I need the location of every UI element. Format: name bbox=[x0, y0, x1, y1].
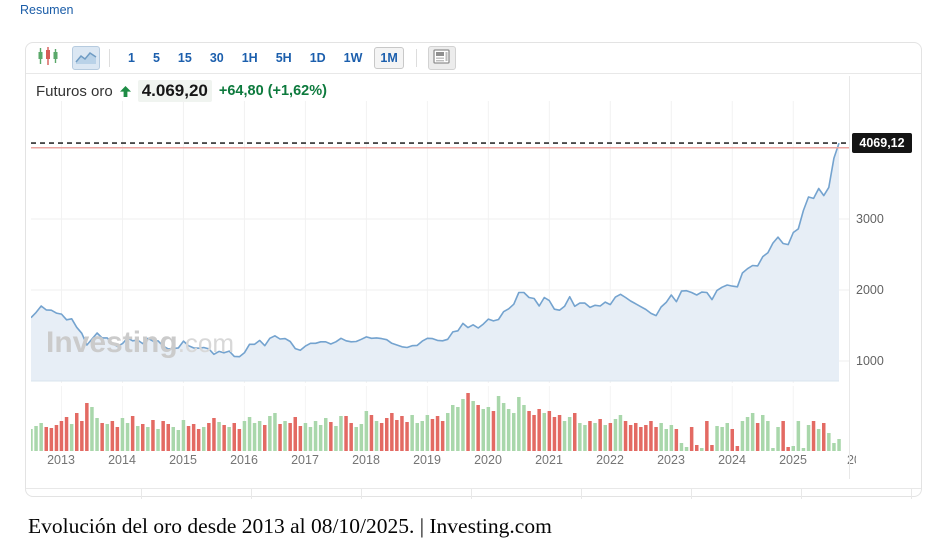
interval-1w[interactable]: 1W bbox=[338, 47, 369, 69]
instrument-name: Futuros oro bbox=[36, 82, 113, 100]
interval-30[interactable]: 30 bbox=[204, 47, 230, 69]
news-view-button[interactable] bbox=[427, 46, 456, 70]
news-layout-icon bbox=[433, 49, 450, 67]
x-tick-2013: 2013 bbox=[47, 453, 75, 467]
candlestick-icon bbox=[37, 47, 59, 69]
chart-widget: 1 5 15 30 1H 5H 1D 1W 1M Futuros oro bbox=[25, 42, 922, 499]
data-table-stub bbox=[26, 488, 921, 499]
x-tick-20: 20 bbox=[847, 453, 856, 467]
interval-1d[interactable]: 1D bbox=[304, 47, 332, 69]
x-tick-2015: 2015 bbox=[169, 453, 197, 467]
x-tick-2023: 2023 bbox=[657, 453, 685, 467]
area-chart-button[interactable] bbox=[72, 46, 100, 70]
x-tick-2022: 2022 bbox=[596, 453, 624, 467]
y-axis-line bbox=[849, 76, 850, 479]
table-column-divider bbox=[801, 489, 802, 499]
candlestick-chart-button[interactable] bbox=[34, 46, 62, 70]
volume-pane[interactable] bbox=[31, 386, 849, 451]
y-tick-3000: 3000 bbox=[856, 212, 884, 226]
x-tick-2025: 2025 bbox=[779, 453, 807, 467]
image-caption: Evolución del oro desde 2013 al 08/10/20… bbox=[28, 514, 552, 538]
x-axis-labels: 2013 2014 2015 2016 2017 2018 2019 2020 2021 2022… bbox=[31, 453, 856, 469]
investing-watermark: Investing.com bbox=[46, 326, 235, 359]
x-tick-2016: 2016 bbox=[230, 453, 258, 467]
arrow-up-icon bbox=[119, 85, 131, 97]
table-column-divider bbox=[911, 489, 912, 499]
price-change: +64,80 (+1,62%) bbox=[218, 83, 327, 99]
y-tick-2000: 2000 bbox=[856, 283, 884, 297]
y-tick-1000: 1000 bbox=[856, 354, 884, 368]
table-column-divider bbox=[361, 489, 362, 499]
interval-1[interactable]: 1 bbox=[122, 47, 141, 69]
table-column-divider bbox=[471, 489, 472, 499]
table-column-divider bbox=[581, 489, 582, 499]
table-column-divider bbox=[691, 489, 692, 499]
interval-5[interactable]: 5 bbox=[147, 47, 166, 69]
interval-1m[interactable]: 1M bbox=[374, 47, 404, 69]
x-tick-2019: 2019 bbox=[413, 453, 441, 467]
price-chart-pane[interactable] bbox=[31, 101, 849, 383]
x-tick-2020: 2020 bbox=[474, 453, 502, 467]
last-price-tag: 4069,12 bbox=[852, 133, 912, 153]
interval-15[interactable]: 15 bbox=[172, 47, 198, 69]
interval-1h[interactable]: 1H bbox=[236, 47, 264, 69]
x-tick-2017: 2017 bbox=[291, 453, 319, 467]
resumen-link[interactable]: Resumen bbox=[20, 3, 74, 17]
x-tick-2024: 2024 bbox=[718, 453, 746, 467]
x-tick-2014: 2014 bbox=[108, 453, 136, 467]
toolbar-divider bbox=[109, 49, 110, 67]
interval-group: 1 5 15 30 1H 5H 1D 1W 1M bbox=[119, 47, 407, 69]
quote-row: Futuros oro 4.069,20 +64,80 (+1,62%) bbox=[36, 80, 327, 102]
chart-toolbar: 1 5 15 30 1H 5H 1D 1W 1M bbox=[26, 43, 921, 74]
area-chart-icon bbox=[75, 49, 97, 68]
table-column-divider bbox=[141, 489, 142, 499]
x-tick-2021: 2021 bbox=[535, 453, 563, 467]
table-column-divider bbox=[251, 489, 252, 499]
toolbar-divider bbox=[415, 49, 417, 67]
interval-5h[interactable]: 5H bbox=[270, 47, 298, 69]
last-price: 4.069,20 bbox=[137, 80, 212, 102]
x-tick-2018: 2018 bbox=[352, 453, 380, 467]
